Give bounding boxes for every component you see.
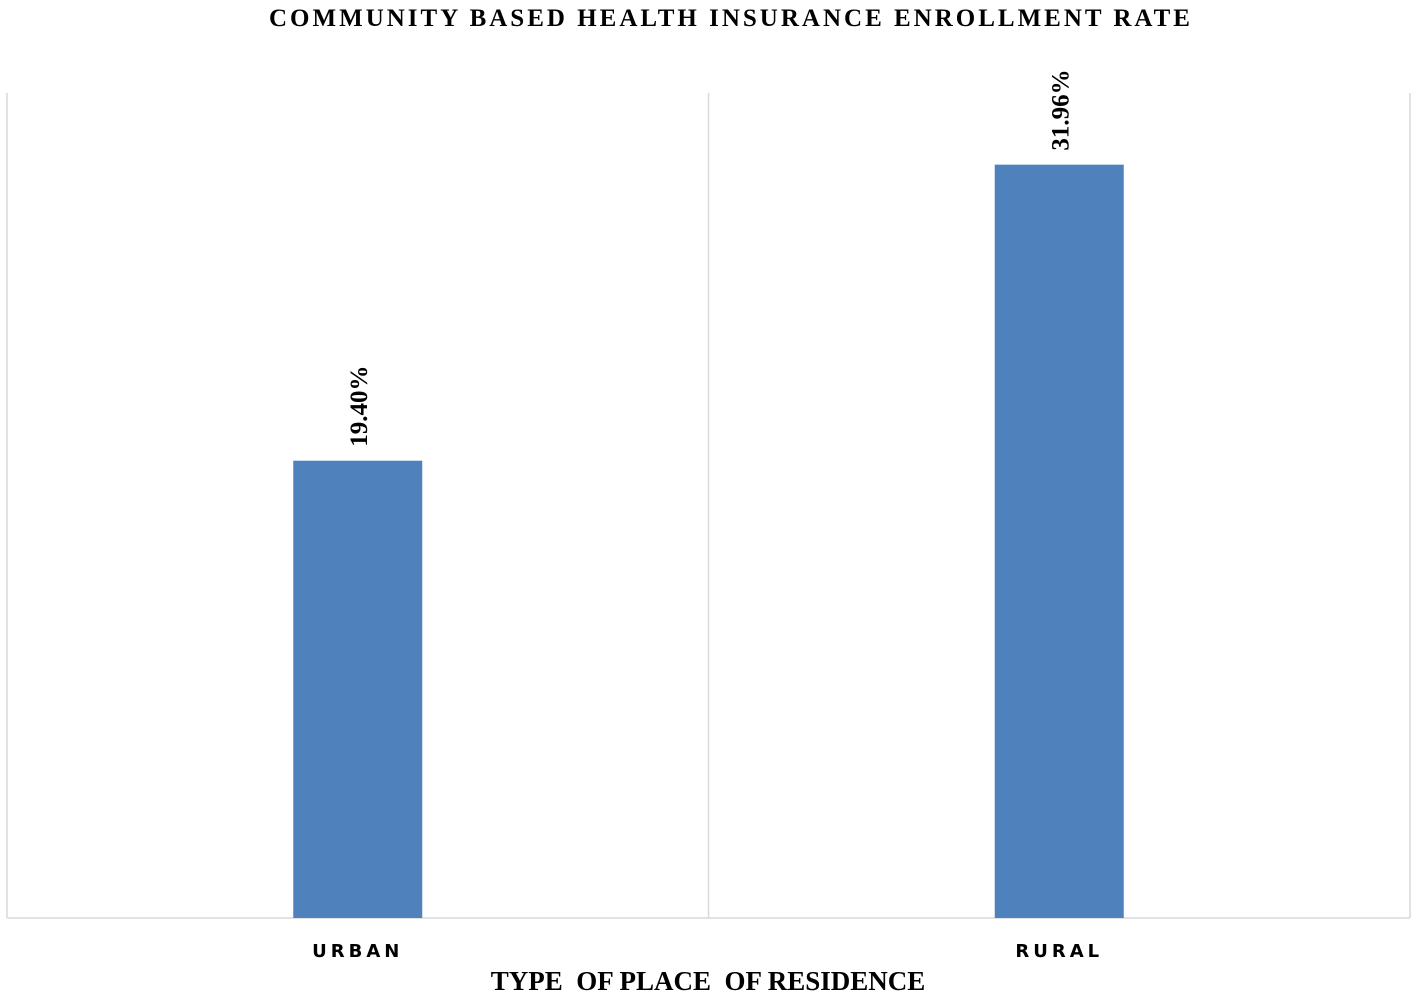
x-tick-rural: RURAL: [1015, 941, 1103, 962]
chart-title: COMMUNITY BASED HEALTH INSURANCE ENROLLM…: [269, 5, 1193, 32]
bar-rural: [994, 164, 1124, 918]
x-axis-title: TYPE OF PLACE OF RESIDENCE: [491, 966, 926, 996]
plot-frame: [6, 93, 1411, 919]
data-label-rural: 31.96%: [1047, 69, 1074, 150]
data-label-urban: 19.40%: [346, 365, 373, 446]
bar-urban: [293, 460, 423, 918]
data-label-group: 19.40% 31.96%: [346, 69, 1075, 446]
x-tick-group: URBAN RURAL: [312, 941, 1103, 962]
x-tick-urban: URBAN: [312, 941, 403, 962]
bar-group: [293, 164, 1124, 918]
